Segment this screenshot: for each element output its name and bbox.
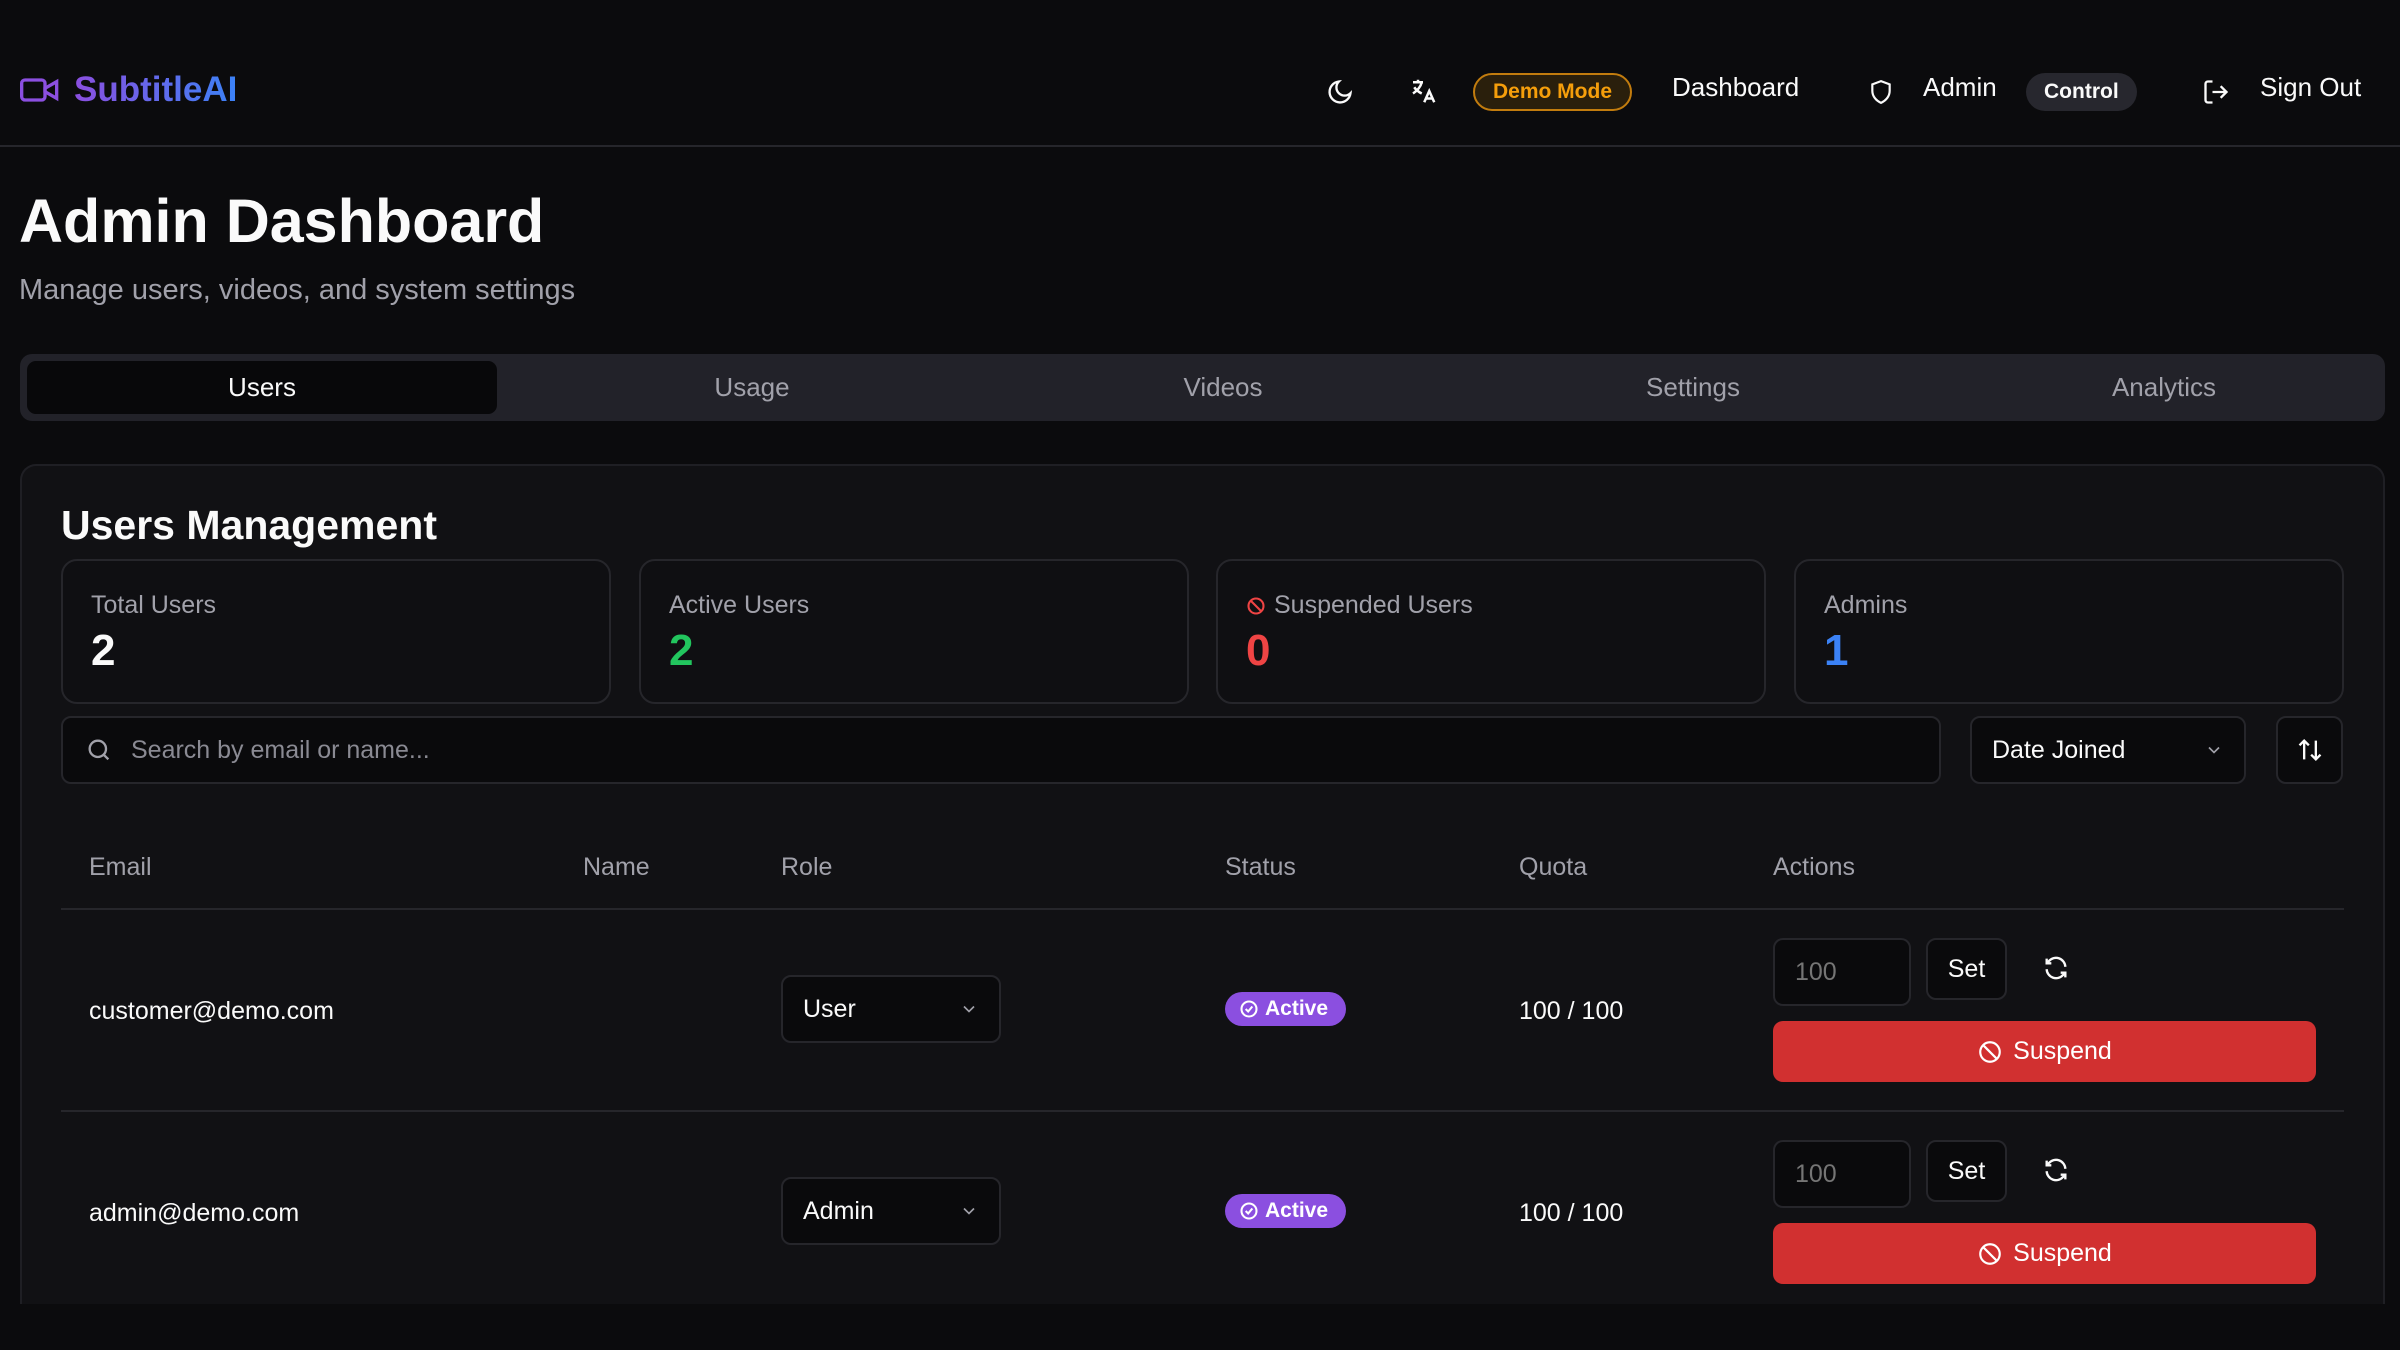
status-text: Active xyxy=(1265,997,1329,1020)
check-circle-icon xyxy=(1239,1201,1259,1221)
page-title: Admin Dashboard xyxy=(19,187,545,255)
stat-value: 0 xyxy=(1246,626,1271,675)
role-select-value: User xyxy=(803,994,856,1023)
ban-icon xyxy=(1246,596,1266,616)
tab-usage[interactable]: Usage xyxy=(714,372,790,402)
admin-link[interactable]: Admin xyxy=(1923,72,1997,102)
column-header-quota: Quota xyxy=(1519,853,1588,881)
translate-icon[interactable] xyxy=(1408,76,1438,106)
column-header-actions: Actions xyxy=(1773,853,1855,881)
arrow-up-down-icon xyxy=(2296,736,2324,764)
sort-select[interactable]: Date Joined xyxy=(1970,716,2246,784)
table-row: customer@demo.com User Active 100 / 100 … xyxy=(0,910,2400,1110)
sort-select-value: Date Joined xyxy=(1992,735,2126,764)
stat-total-users: Total Users 2 xyxy=(61,559,611,704)
page-footer-gap xyxy=(0,1304,2400,1350)
status-badge: Active xyxy=(1225,992,1347,1026)
column-header-email: Email xyxy=(89,853,152,881)
tab-analytics[interactable]: Analytics xyxy=(2111,372,2217,402)
stat-label: Admins xyxy=(1824,591,1908,619)
sign-out-link[interactable]: Sign Out xyxy=(2260,72,2362,102)
suspend-label: Suspend xyxy=(2013,1239,2112,1267)
column-header-role: Role xyxy=(781,853,833,881)
video-camera-icon xyxy=(20,75,60,105)
chevron-down-icon xyxy=(959,1201,979,1221)
quota-input[interactable] xyxy=(1773,1140,1911,1208)
column-header-name: Name xyxy=(583,853,650,881)
search-input[interactable] xyxy=(131,735,1831,765)
chevron-down-icon xyxy=(2204,740,2224,760)
stat-label: Active Users xyxy=(669,591,810,619)
stat-active-users: Active Users 2 xyxy=(639,559,1189,704)
control-badge: Control xyxy=(2026,73,2137,111)
search-field[interactable] xyxy=(61,716,1941,784)
status-text: Active xyxy=(1265,1199,1329,1222)
refresh-icon[interactable] xyxy=(2042,954,2070,982)
role-select[interactable]: Admin xyxy=(781,1177,1001,1245)
suspend-button[interactable]: Suspend xyxy=(1773,1223,2316,1284)
search-icon xyxy=(85,736,113,764)
suspend-label: Suspend xyxy=(2013,1037,2112,1065)
quota-value: 100 / 100 xyxy=(1519,997,1624,1025)
shield-icon xyxy=(1868,78,1894,106)
top-navbar: SubtitleAI Demo Mode Dashboard Admin Con… xyxy=(0,0,2400,147)
tab-users[interactable]: Users xyxy=(27,361,497,414)
role-select-value: Admin xyxy=(803,1196,874,1225)
moon-icon[interactable] xyxy=(1326,78,1354,106)
sign-out-icon[interactable] xyxy=(2202,78,2230,106)
set-quota-button[interactable]: Set xyxy=(1926,938,2007,1000)
divider xyxy=(61,908,2344,910)
quota-value: 100 / 100 xyxy=(1519,1199,1624,1227)
sort-direction-button[interactable] xyxy=(2276,716,2343,784)
divider xyxy=(61,1110,2344,1112)
ban-icon xyxy=(1977,1241,2003,1267)
set-quota-button[interactable]: Set xyxy=(1926,1140,2007,1202)
logo[interactable]: SubtitleAI xyxy=(20,70,237,110)
tab-videos[interactable]: Videos xyxy=(1183,372,1263,402)
table-row: admin@demo.com Admin Active 100 / 100 Se… xyxy=(0,1112,2400,1312)
suspend-button[interactable]: Suspend xyxy=(1773,1021,2316,1082)
page-subtitle: Manage users, videos, and system setting… xyxy=(19,274,576,306)
check-circle-icon xyxy=(1239,999,1259,1019)
role-select[interactable]: User xyxy=(781,975,1001,1043)
status-badge: Active xyxy=(1225,1194,1347,1228)
demo-mode-badge: Demo Mode xyxy=(1473,73,1633,111)
tab-settings[interactable]: Settings xyxy=(1646,372,1740,402)
user-email: customer@demo.com xyxy=(89,997,334,1025)
stat-admins: Admins 1 xyxy=(1794,559,2344,704)
column-header-status: Status xyxy=(1225,853,1296,881)
stat-label: Suspended Users xyxy=(1274,591,1473,619)
stat-value: 1 xyxy=(1824,626,1849,675)
section-title: Users Management xyxy=(61,502,437,548)
stat-value: 2 xyxy=(669,626,694,675)
ban-icon xyxy=(1977,1039,2003,1065)
chevron-down-icon xyxy=(959,999,979,1019)
stat-label: Total Users xyxy=(91,591,217,619)
tab-bar: Users Usage Videos Settings Analytics xyxy=(20,354,2385,421)
app-name: SubtitleAI xyxy=(74,70,238,109)
stat-value: 2 xyxy=(91,626,116,675)
user-email: admin@demo.com xyxy=(89,1199,300,1227)
refresh-icon[interactable] xyxy=(2042,1156,2070,1184)
stat-suspended-users: Suspended Users 0 xyxy=(1216,559,1766,704)
quota-input[interactable] xyxy=(1773,938,1911,1006)
dashboard-link[interactable]: Dashboard xyxy=(1672,72,1800,102)
